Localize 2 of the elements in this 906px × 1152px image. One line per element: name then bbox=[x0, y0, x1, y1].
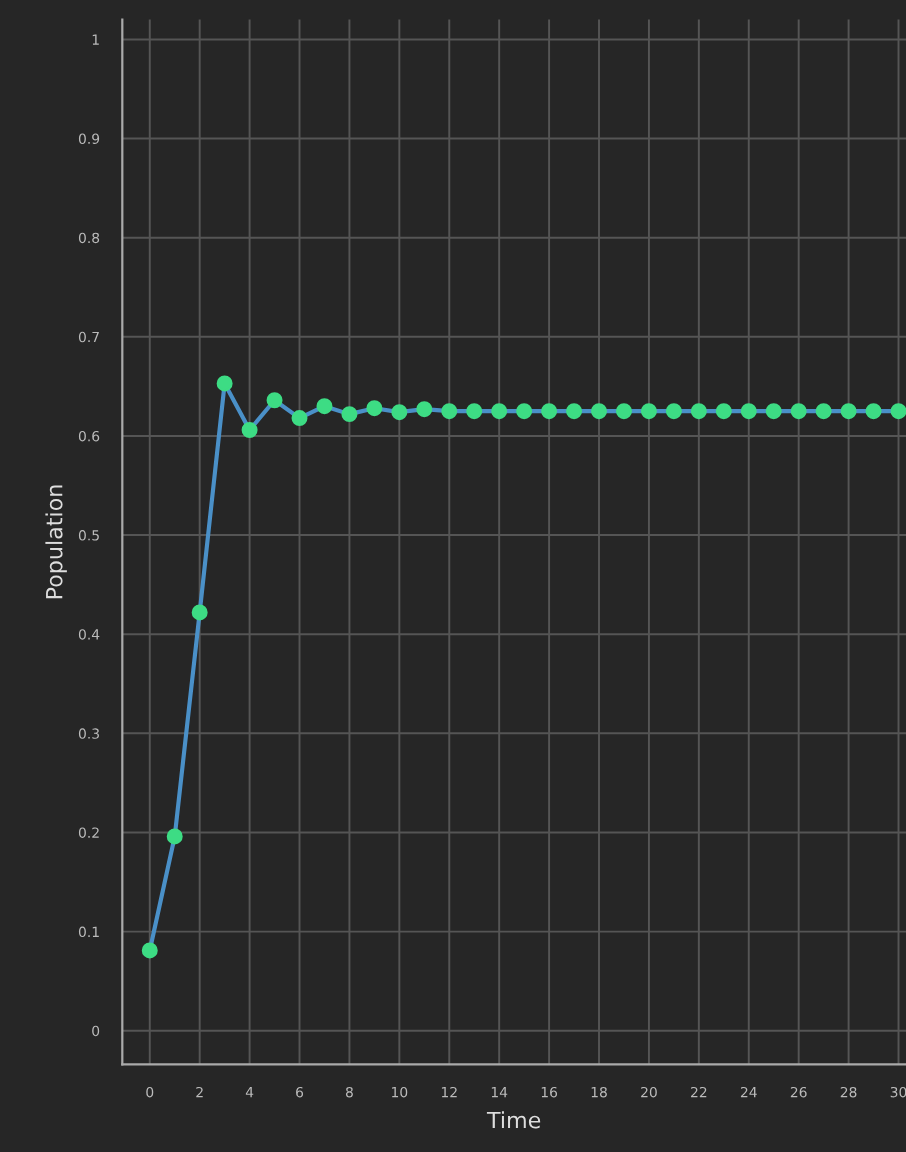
y-axis-title: Population bbox=[45, 485, 67, 599]
x-axis-title: Time bbox=[486, 1111, 541, 1129]
